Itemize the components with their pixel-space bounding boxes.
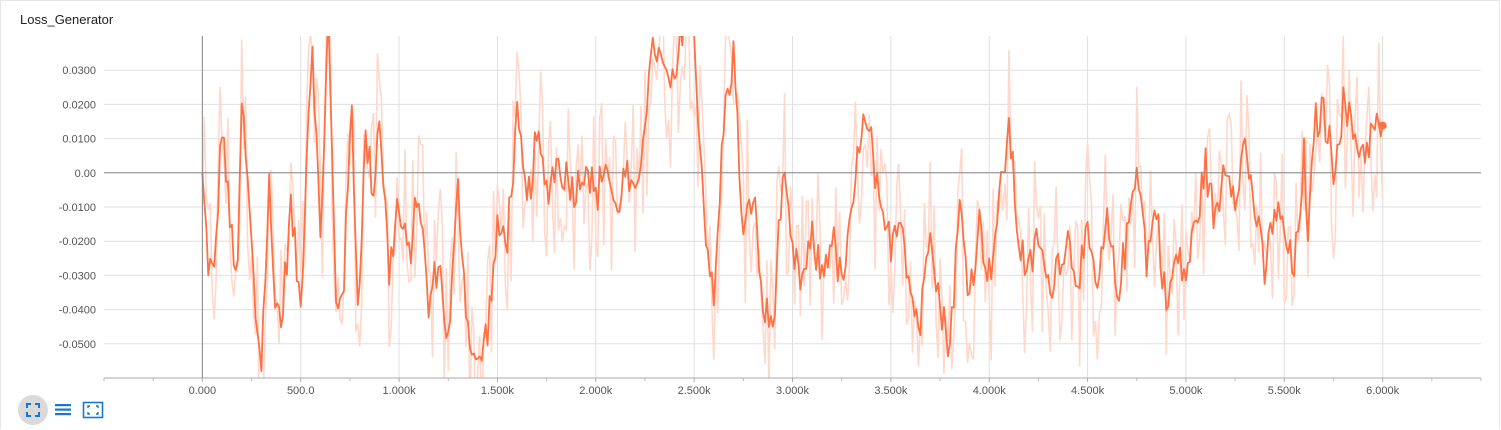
raw-series-layer [201, 36, 1384, 378]
y-tick-label: -0.0500 [59, 339, 96, 351]
expand-icon [26, 403, 40, 417]
toggle-log-button[interactable] [48, 395, 78, 425]
expand-chart-button[interactable] [18, 395, 48, 425]
y-tick-label: -0.0100 [59, 202, 96, 214]
y-tick-label: 0.0200 [62, 99, 96, 111]
y-tick-label: 0.0100 [62, 134, 96, 146]
axis-layer [103, 36, 1482, 382]
y-tick-label: 0.0300 [62, 65, 96, 77]
x-tick-label: 3.000k [776, 385, 810, 397]
x-tick-label: 2.500k [678, 385, 712, 397]
x-tick-label: 1.000k [383, 385, 417, 397]
x-tick-label: 5.000k [1169, 385, 1203, 397]
raw-series-line [201, 36, 1384, 378]
fit-domain-icon [82, 401, 104, 419]
smoothed-series-layer [201, 36, 1387, 372]
tick-label-layer: 0.0300 0.0200 0.0100 0.00 -0.0100 -0.0200 -0.0… [59, 65, 1400, 397]
x-tick-label: 4.500k [1071, 385, 1105, 397]
fit-domain-button[interactable] [78, 395, 108, 425]
smoothed-series-line [201, 36, 1384, 372]
x-tick-label: 6.000k [1366, 385, 1400, 397]
x-tick-label: 0.000 [189, 385, 217, 397]
y-tick-label: -0.0300 [59, 270, 96, 282]
y-tick-label: -0.0200 [59, 236, 96, 248]
x-tick-label: 4.000k [973, 385, 1007, 397]
series-end-marker [1378, 121, 1387, 130]
y-tick-label: -0.0400 [59, 305, 96, 317]
chart-title: Loss_Generator [20, 12, 114, 27]
x-tick-label: 2.000k [579, 385, 613, 397]
chart-toolbar [18, 395, 108, 425]
list-icon [55, 404, 71, 416]
x-tick-label: 500.0 [287, 385, 315, 397]
x-tick-label: 3.500k [874, 385, 908, 397]
x-tick-label: 5.500k [1268, 385, 1302, 397]
y-tick-label: 0.00 [75, 168, 96, 180]
x-tick-label: 1.500k [481, 385, 515, 397]
